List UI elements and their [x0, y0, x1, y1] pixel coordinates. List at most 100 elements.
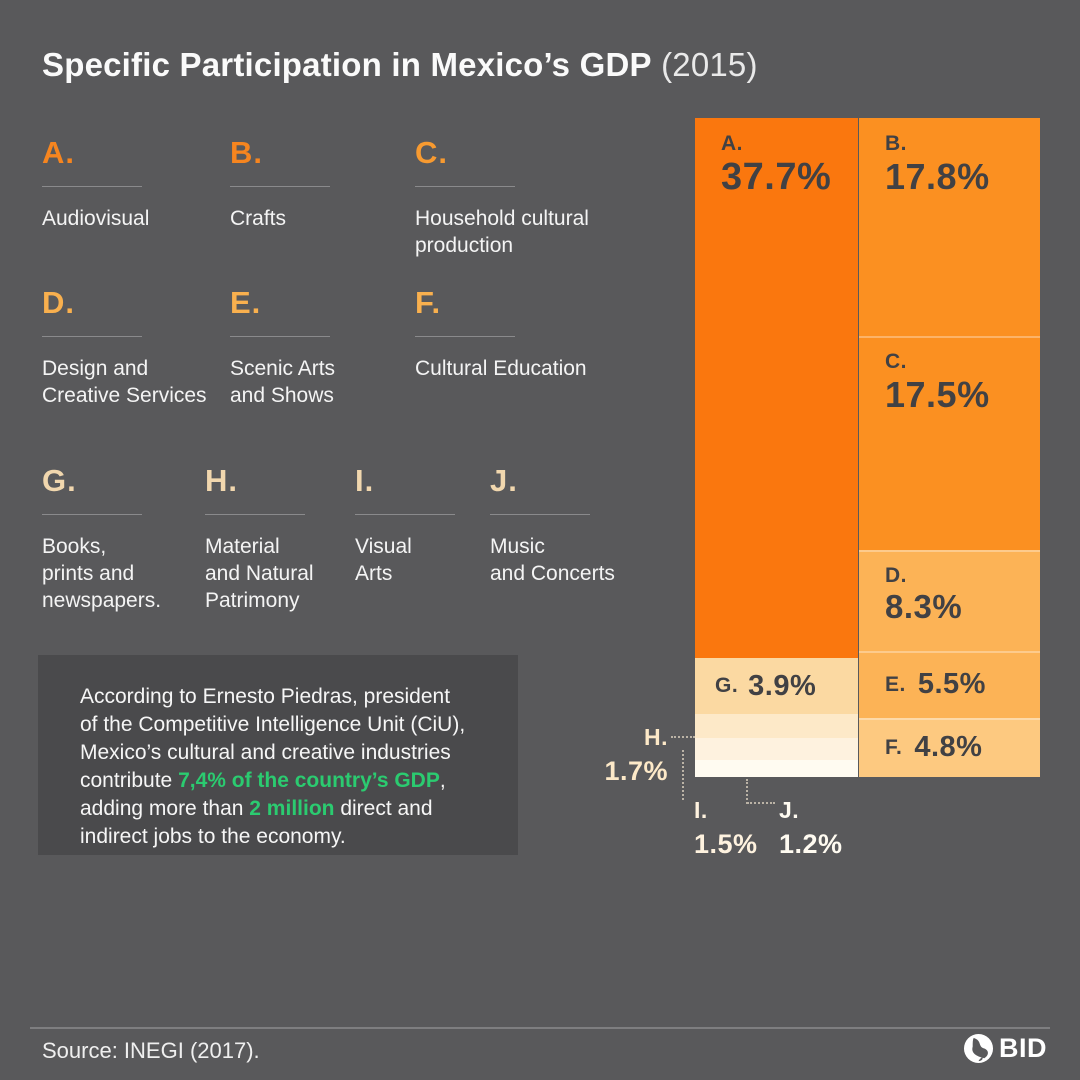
legend-item-design-creative-services: D. Design and Creative Services	[42, 285, 227, 409]
bar-segment-value: 4.8%	[914, 731, 983, 764]
annotation-h: H. 1.7%	[560, 724, 668, 787]
bid-logo-text: BID	[999, 1033, 1047, 1063]
legend-item-audiovisual: A. Audiovisual	[42, 135, 227, 232]
leader-line-i	[682, 750, 684, 800]
bar-segment-value: 3.9%	[748, 669, 817, 702]
legend-underline	[42, 336, 142, 337]
quote-highlight-gdp: 7,4% of the country’s GDP	[178, 769, 440, 792]
legend-letter: F.	[415, 285, 442, 320]
legend-underline	[415, 186, 515, 187]
legend-label: Material and Natural Patrimony	[205, 535, 314, 612]
quote-highlight-jobs: 2 million	[249, 797, 335, 820]
bar-segment-C: C. 17.5%	[859, 335, 1040, 550]
legend-letter: D.	[42, 285, 75, 320]
legend-label: Household cultural production	[415, 207, 589, 257]
legend-label: Audiovisual	[42, 207, 150, 230]
bar-segment-F: F. 4.8%	[859, 718, 1040, 778]
legend-letter: J.	[490, 463, 518, 498]
leader-line-j-vertical	[746, 779, 748, 804]
annotation-letter: J.	[779, 797, 800, 823]
legend-letter: C.	[415, 135, 448, 170]
legend-label: Music and Concerts	[490, 535, 615, 585]
annotation-j: J. 1.2%	[779, 797, 843, 860]
legend-label: Crafts	[230, 207, 287, 230]
bar-segment-label: A. 37.7%	[695, 118, 858, 199]
bar-segment-J	[695, 759, 858, 777]
annotation-value: 1.2%	[779, 829, 843, 859]
bar-segment-letter: D.	[885, 563, 907, 587]
bar-column-left: A. 37.7% G. 3.9%	[695, 118, 858, 777]
annotation-letter: I.	[694, 797, 708, 823]
annotation-value: 1.5%	[694, 829, 758, 859]
legend-label: Cultural Education	[415, 357, 587, 380]
bar-segment-label: B. 17.8%	[859, 118, 1040, 198]
legend-item-music-concerts: J. Music and Concerts	[490, 463, 650, 587]
source-text: Source: INEGI (2017).	[42, 1038, 260, 1063]
legend-letter: E.	[230, 285, 262, 320]
quote-text: direct and indirect jobs to the economy.	[80, 797, 433, 848]
bar-segment-letter: C.	[885, 349, 907, 373]
legend-underline	[230, 186, 330, 187]
legend-label: Scenic Arts and Shows	[230, 357, 336, 407]
footer-divider	[30, 1027, 1050, 1029]
legend-item-material-natural-patrimony: H. Material and Natural Patrimony	[205, 463, 355, 614]
bar-segment-label: F. 4.8%	[859, 718, 1040, 777]
page-title: Specific Participation in Mexico’s GDP (…	[42, 46, 758, 84]
bar-segment-letter: E.	[885, 672, 906, 696]
bar-segment-I	[695, 738, 858, 760]
bar-segment-letter: B.	[885, 132, 907, 155]
annotation-letter: H.	[644, 724, 668, 750]
bar-segment-label: D. 8.3%	[859, 550, 1040, 626]
legend-underline	[205, 514, 305, 515]
legend-label: Visual Arts	[355, 535, 412, 585]
bar-segment-label: C. 17.5%	[859, 336, 1040, 416]
legend-item-cultural-education: F. Cultural Education	[415, 285, 625, 382]
page-title-year: (2015)	[651, 46, 758, 83]
legend-underline	[355, 514, 455, 515]
bar-segment-value: 37.7%	[721, 156, 832, 198]
bar-segment-value: 8.3%	[885, 587, 963, 625]
legend-label: Books, prints and newspapers.	[42, 535, 162, 612]
bar-segment-B: B. 17.8%	[859, 118, 1040, 336]
leader-line-h	[671, 736, 695, 738]
annotation-value: 1.7%	[604, 756, 668, 786]
legend-item-books-prints-newspapers: G. Books, prints and newspapers.	[42, 463, 192, 614]
bar-segment-letter: G.	[715, 674, 739, 698]
legend-label: Design and Creative Services	[42, 357, 207, 407]
legend-letter: G.	[42, 463, 77, 498]
bar-segment-letter: A.	[721, 132, 743, 155]
legend-underline	[415, 336, 515, 337]
legend-letter: I.	[355, 463, 375, 498]
bar-segment-value: 17.8%	[885, 156, 990, 197]
legend-item-household-cultural-production: C. Household cultural production	[415, 135, 625, 259]
legend-underline	[42, 186, 142, 187]
legend-underline	[490, 514, 590, 515]
bar-segment-E: E. 5.5%	[859, 651, 1040, 719]
legend-underline	[42, 514, 142, 515]
legend-underline	[230, 336, 330, 337]
legend-letter: B.	[230, 135, 263, 170]
bar-segment-letter: F.	[885, 735, 903, 759]
bar-segment-H	[695, 713, 858, 739]
quote-box: According to Ernesto Piedras, president …	[38, 655, 518, 855]
bar-segment-value: 5.5%	[917, 668, 986, 701]
legend-item-crafts: B. Crafts	[230, 135, 415, 232]
annotation-i: I. 1.5%	[694, 797, 758, 860]
bid-globe-icon	[963, 1033, 994, 1064]
bid-logo: BID	[963, 1033, 1047, 1064]
bar-segment-G: G. 3.9%	[695, 658, 858, 714]
page-title-main: Specific Participation in Mexico’s GDP	[42, 46, 652, 83]
bar-segment-D: D. 8.3%	[859, 549, 1040, 652]
leader-line-j-horizontal	[747, 802, 775, 804]
legend-item-visual-arts: I. Visual Arts	[355, 463, 475, 587]
bar-segment-A: A. 37.7%	[695, 118, 858, 659]
bar-segment-label: G. 3.9%	[695, 658, 858, 714]
legend-letter: H.	[205, 463, 238, 498]
quote-text: , adding more than	[80, 769, 446, 820]
legend-item-scenic-arts-shows: E. Scenic Arts and Shows	[230, 285, 415, 409]
legend-letter: A.	[42, 135, 75, 170]
bar-column-right: B. 17.8% C. 17.5% D. 8.3% E. 5.5% F. 4.8%	[859, 118, 1040, 778]
quote-text: According to Ernesto Piedras, president …	[80, 685, 466, 792]
stacked-bar-chart: A. 37.7% G. 3.9% B. 17.8% C. 17.5% D. 8.3% E. 5.5%…	[695, 118, 1040, 778]
